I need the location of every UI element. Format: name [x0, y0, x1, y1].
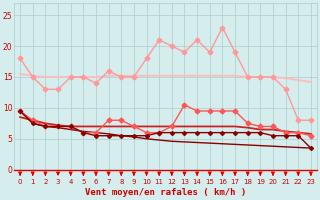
X-axis label: Vent moyen/en rafales ( km/h ): Vent moyen/en rafales ( km/h ) [85, 188, 246, 197]
